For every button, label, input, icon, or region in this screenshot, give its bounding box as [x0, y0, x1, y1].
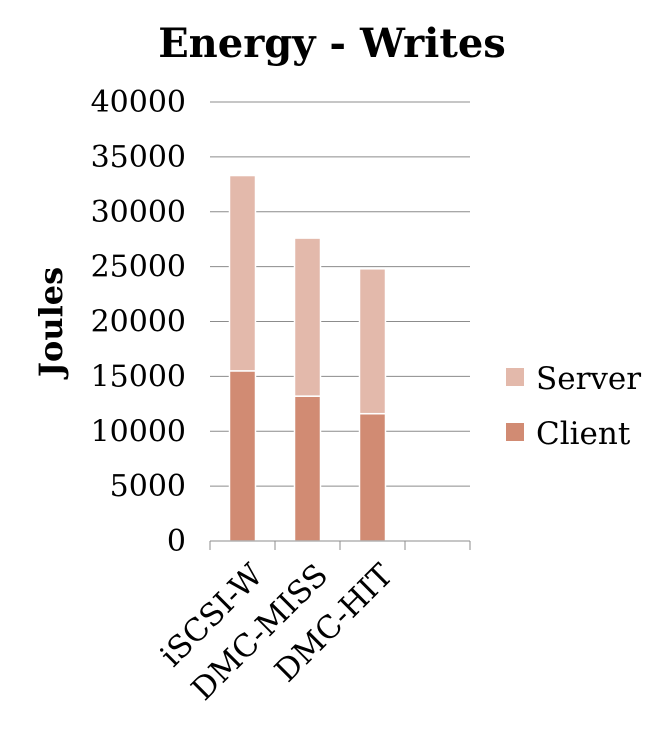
bar-server-dmc-hit: [358, 268, 387, 415]
y-tick-label: 25000: [91, 250, 186, 285]
y-axis-label: Joules: [32, 267, 70, 380]
legend-swatch-server: [506, 368, 524, 386]
legend-label-client: Client: [536, 416, 631, 452]
y-tick-label: 10000: [91, 414, 186, 449]
y-tick-label: 20000: [91, 305, 186, 340]
legend: Server Client: [506, 361, 641, 452]
bars: [228, 174, 387, 542]
chart-title: Energy - Writes: [158, 20, 506, 67]
y-tick-label: 15000: [91, 359, 186, 394]
bar-client-dmc-miss: [293, 395, 322, 542]
legend-label-server: Server: [536, 361, 641, 397]
y-axis-ticks: 0 5000 10000 15000 20000 25000 30000 35000 40000: [91, 85, 186, 559]
bar-client-iscsi-w: [228, 370, 257, 542]
y-tick-label: 40000: [91, 85, 186, 120]
bar-server-iscsi-w: [228, 174, 257, 372]
x-axis: [209, 540, 471, 550]
bar-server-dmc-miss: [293, 237, 322, 397]
bar-client-dmc-hit: [358, 412, 387, 542]
y-tick-label: 30000: [91, 195, 186, 230]
y-tick-label: 35000: [91, 140, 186, 175]
y-tick-label: 5000: [110, 469, 186, 504]
y-tick-label: 0: [167, 524, 186, 559]
legend-swatch-client: [506, 423, 524, 441]
